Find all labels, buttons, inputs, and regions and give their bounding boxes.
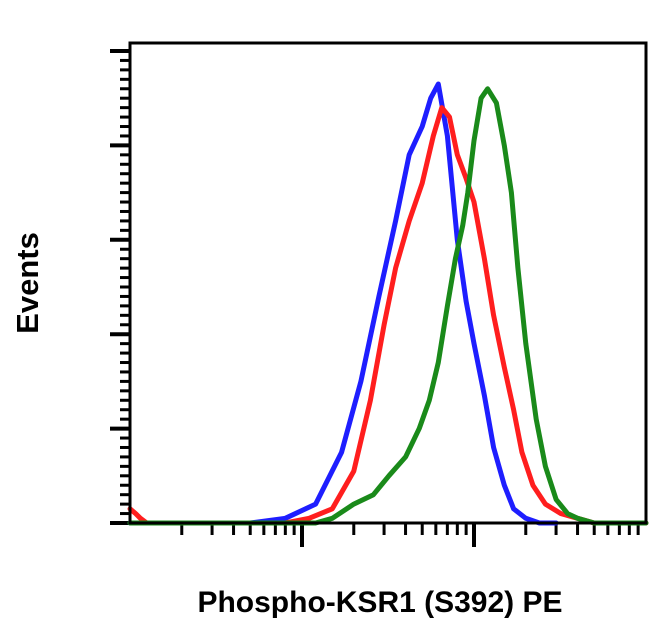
plot-frame bbox=[128, 41, 648, 525]
axis-ticks bbox=[110, 49, 640, 547]
series-line-1 bbox=[127, 81, 559, 526]
y-axis-label: Events bbox=[10, 232, 45, 334]
series-line-2 bbox=[127, 105, 649, 526]
x-axis-label: Phospho-KSR1 (S392) PE bbox=[197, 586, 562, 619]
series-line-3 bbox=[127, 86, 649, 526]
series-group bbox=[127, 81, 649, 526]
